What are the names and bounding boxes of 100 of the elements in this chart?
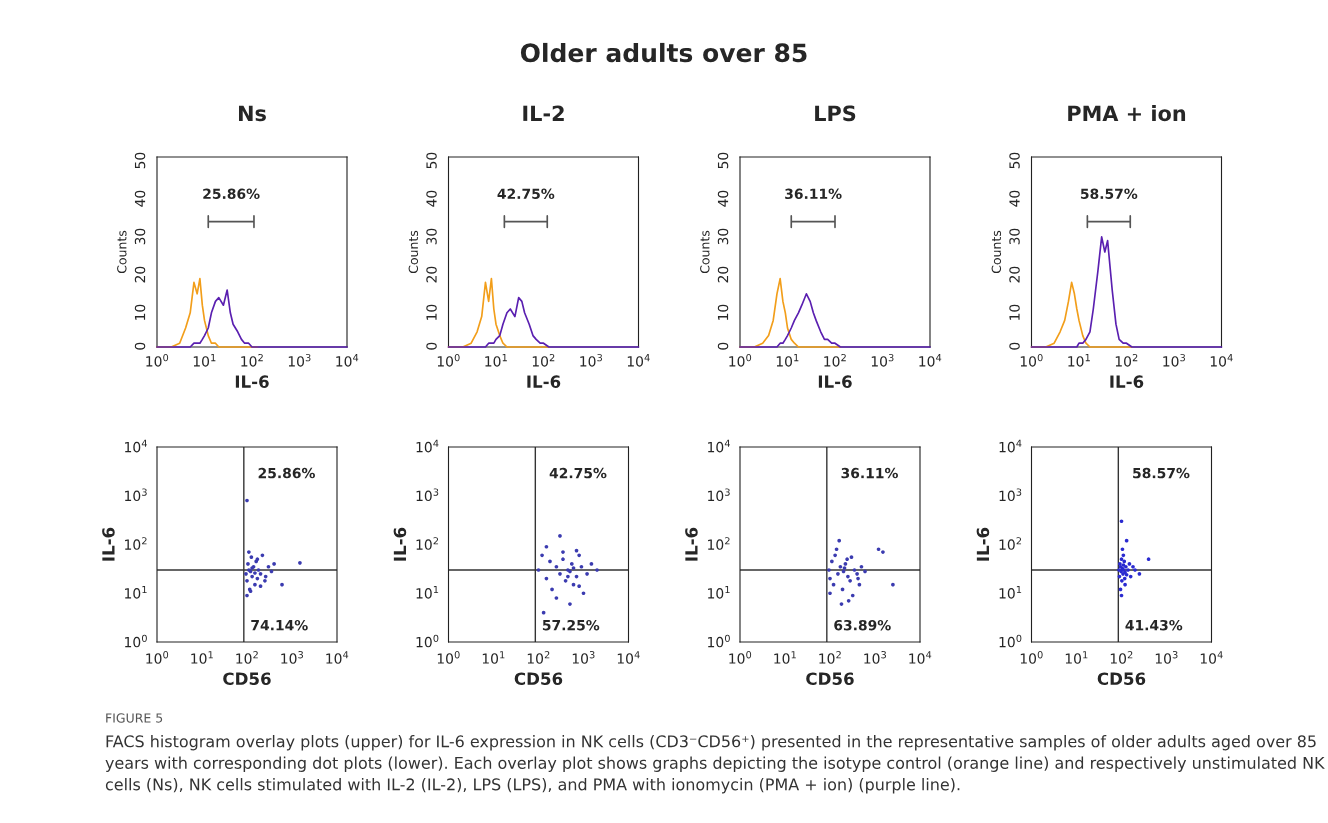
annotation: 63.89%: [834, 619, 891, 631]
point: [843, 562, 848, 566]
x-tick-label: 10$^{4}$: [326, 651, 349, 664]
y-axis-title: Counts: [700, 230, 710, 274]
x-tick-label: 10$^{4}$: [1200, 651, 1223, 664]
y-tick-label: 10$^{2}$: [999, 537, 1022, 550]
y-tick-label: 10$^{0}$: [708, 634, 730, 648]
x-tick-label: 10$^{4}$: [336, 354, 359, 367]
x-tick-label: 10$^{1}$: [776, 354, 799, 367]
annotation: 36.11%: [785, 188, 842, 200]
y-tick-label: 10$^{3}$: [416, 488, 439, 502]
annotation: 57.25%: [542, 619, 600, 631]
y-tick-label: 10$^{4}$: [125, 439, 147, 453]
y-axis-title: Counts: [408, 230, 419, 274]
point: [846, 574, 850, 579]
y-tick-label: 30: [1009, 228, 1020, 245]
x-tick-label: 10$^{0}$: [437, 353, 460, 367]
y-tick-label: 50: [717, 152, 729, 169]
x-tick-label: 10$^{2}$: [1115, 353, 1138, 367]
x-tick-label: 10$^{1}$: [1065, 651, 1088, 664]
x-tick-label: 10$^{0}$: [437, 651, 460, 664]
x-tick-label: 10$^{1}$: [193, 354, 216, 367]
x-tick-label: 10$^{2}$: [532, 353, 555, 367]
x-tick-label: 10$^{1}$: [485, 354, 507, 367]
y-tick-label: 10$^{2}$: [125, 537, 147, 550]
y-tick-label: 30: [426, 228, 437, 245]
y-axis-title: Counts: [117, 230, 127, 274]
x-axis-title: IL-6: [235, 375, 269, 388]
x-axis-title: CD56: [1097, 672, 1146, 686]
x-tick-label: 10$^{1}$: [1068, 354, 1090, 367]
y-tick-label: 20: [717, 266, 729, 283]
y-tick-label: 10$^{1}$: [125, 586, 147, 599]
x-axis-title: CD56: [514, 672, 563, 686]
x-tick-label: 10$^{0}$: [1020, 651, 1043, 664]
point: [848, 578, 852, 583]
x-axis-title: CD56: [223, 672, 271, 686]
y-axis-title: Counts: [991, 230, 1002, 274]
annotation: 25.86%: [258, 467, 315, 479]
x-tick-label: 10$^{2}$: [824, 353, 846, 367]
point: [838, 564, 843, 569]
y-tick-label: 0: [717, 342, 729, 350]
x-tick-label: 10$^{3}$: [288, 353, 311, 367]
y-tick-label: 10: [426, 304, 437, 320]
x-tick-label: 10$^{1}$: [482, 651, 505, 664]
y-tick-label: 10$^{0}$: [999, 634, 1022, 648]
y-tick-label: 20: [1009, 266, 1020, 283]
y-tick-label: 10$^{4}$: [416, 439, 439, 453]
y-tick-label: 10$^{3}$: [999, 488, 1022, 502]
chart-title: LPS: [815, 105, 856, 122]
point: [852, 568, 857, 572]
annotation: 41.43%: [1125, 619, 1183, 631]
x-tick-label: 10$^{1}$: [774, 651, 796, 664]
x-tick-label: 10$^{4}$: [1210, 354, 1233, 367]
x-tick-label: 10$^{2}$: [241, 353, 263, 367]
text: FACS histogram overlay plots (upper) for IL-6 expression in NK cells (CD3⁻CD56⁺) presented in the representative samples of older adults aged over 85 years with corresponding dot plots (lower). Each overlay plot shows graphs depicting the isotype control (orange line) and respectively unstimulated NK cells (Ns), NK cells stimulated with IL-2 (IL-2), LPS (LPS), and PMA with ionomycin (PMA + ion) (purple line).: [105, 735, 1325, 794]
point: [859, 564, 864, 569]
annotation: 74.14%: [251, 619, 308, 631]
y-tick-label: 10$^{1}$: [416, 586, 439, 599]
chart-title: IL-2: [523, 105, 564, 121]
caption: FIGURE 5: [106, 713, 163, 723]
point: [881, 550, 885, 554]
y-tick-label: 10: [1009, 304, 1020, 320]
annotation: 58.57%: [1133, 467, 1190, 479]
x-axis-title: IL-6: [527, 375, 561, 388]
text: Older adults over 85: [520, 42, 807, 63]
y-tick-label: 10$^{4}$: [708, 439, 730, 453]
x-tick-label: 10$^{1}$: [191, 651, 213, 664]
annotation: 42.75%: [497, 188, 555, 200]
y-tick-label: 40: [717, 190, 729, 207]
y-tick-label: 40: [426, 190, 437, 207]
x-tick-label: 10$^{3}$: [1155, 651, 1178, 664]
y-tick-label: 10$^{0}$: [416, 634, 439, 648]
chart-title: Ns: [239, 105, 266, 122]
x-tick-label: 10$^{0}$: [729, 651, 752, 664]
y-tick-label: 20: [134, 266, 146, 283]
y-tick-label: 10: [717, 304, 729, 320]
x-tick-label: 10$^{0}$: [1020, 353, 1043, 367]
y-tick-label: 0: [426, 342, 437, 350]
point: [849, 555, 854, 559]
y-tick-label: 40: [1009, 190, 1020, 207]
x-tick-label: 10$^{3}$: [871, 353, 894, 367]
y-tick-label: 10$^{3}$: [708, 488, 730, 502]
y-axis-title: IL-6: [393, 527, 407, 561]
x-tick-label: 10$^{2}$: [236, 651, 258, 664]
x-tick-label: 10$^{3}$: [864, 651, 886, 664]
point: [830, 559, 834, 564]
x-tick-label: 10$^{3}$: [572, 651, 595, 664]
point: [836, 572, 840, 576]
x-tick-label: 10$^{4}$: [617, 651, 640, 664]
y-tick-label: 10$^{1}$: [708, 586, 730, 599]
y-tick-label: 10$^{2}$: [708, 537, 730, 550]
y-tick-label: 0: [134, 342, 146, 350]
x-tick-label: 10$^{3}$: [281, 651, 303, 664]
chart-title: PMA + ion: [1068, 105, 1186, 122]
y-tick-label: 10: [134, 304, 146, 320]
y-tick-label: 50: [1009, 152, 1020, 169]
y-tick-label: 10$^{4}$: [999, 439, 1022, 453]
x-tick-label: 10$^{3}$: [1163, 353, 1185, 367]
x-tick-label: 10$^{2}$: [527, 651, 550, 664]
y-tick-label: 0: [1009, 342, 1020, 350]
